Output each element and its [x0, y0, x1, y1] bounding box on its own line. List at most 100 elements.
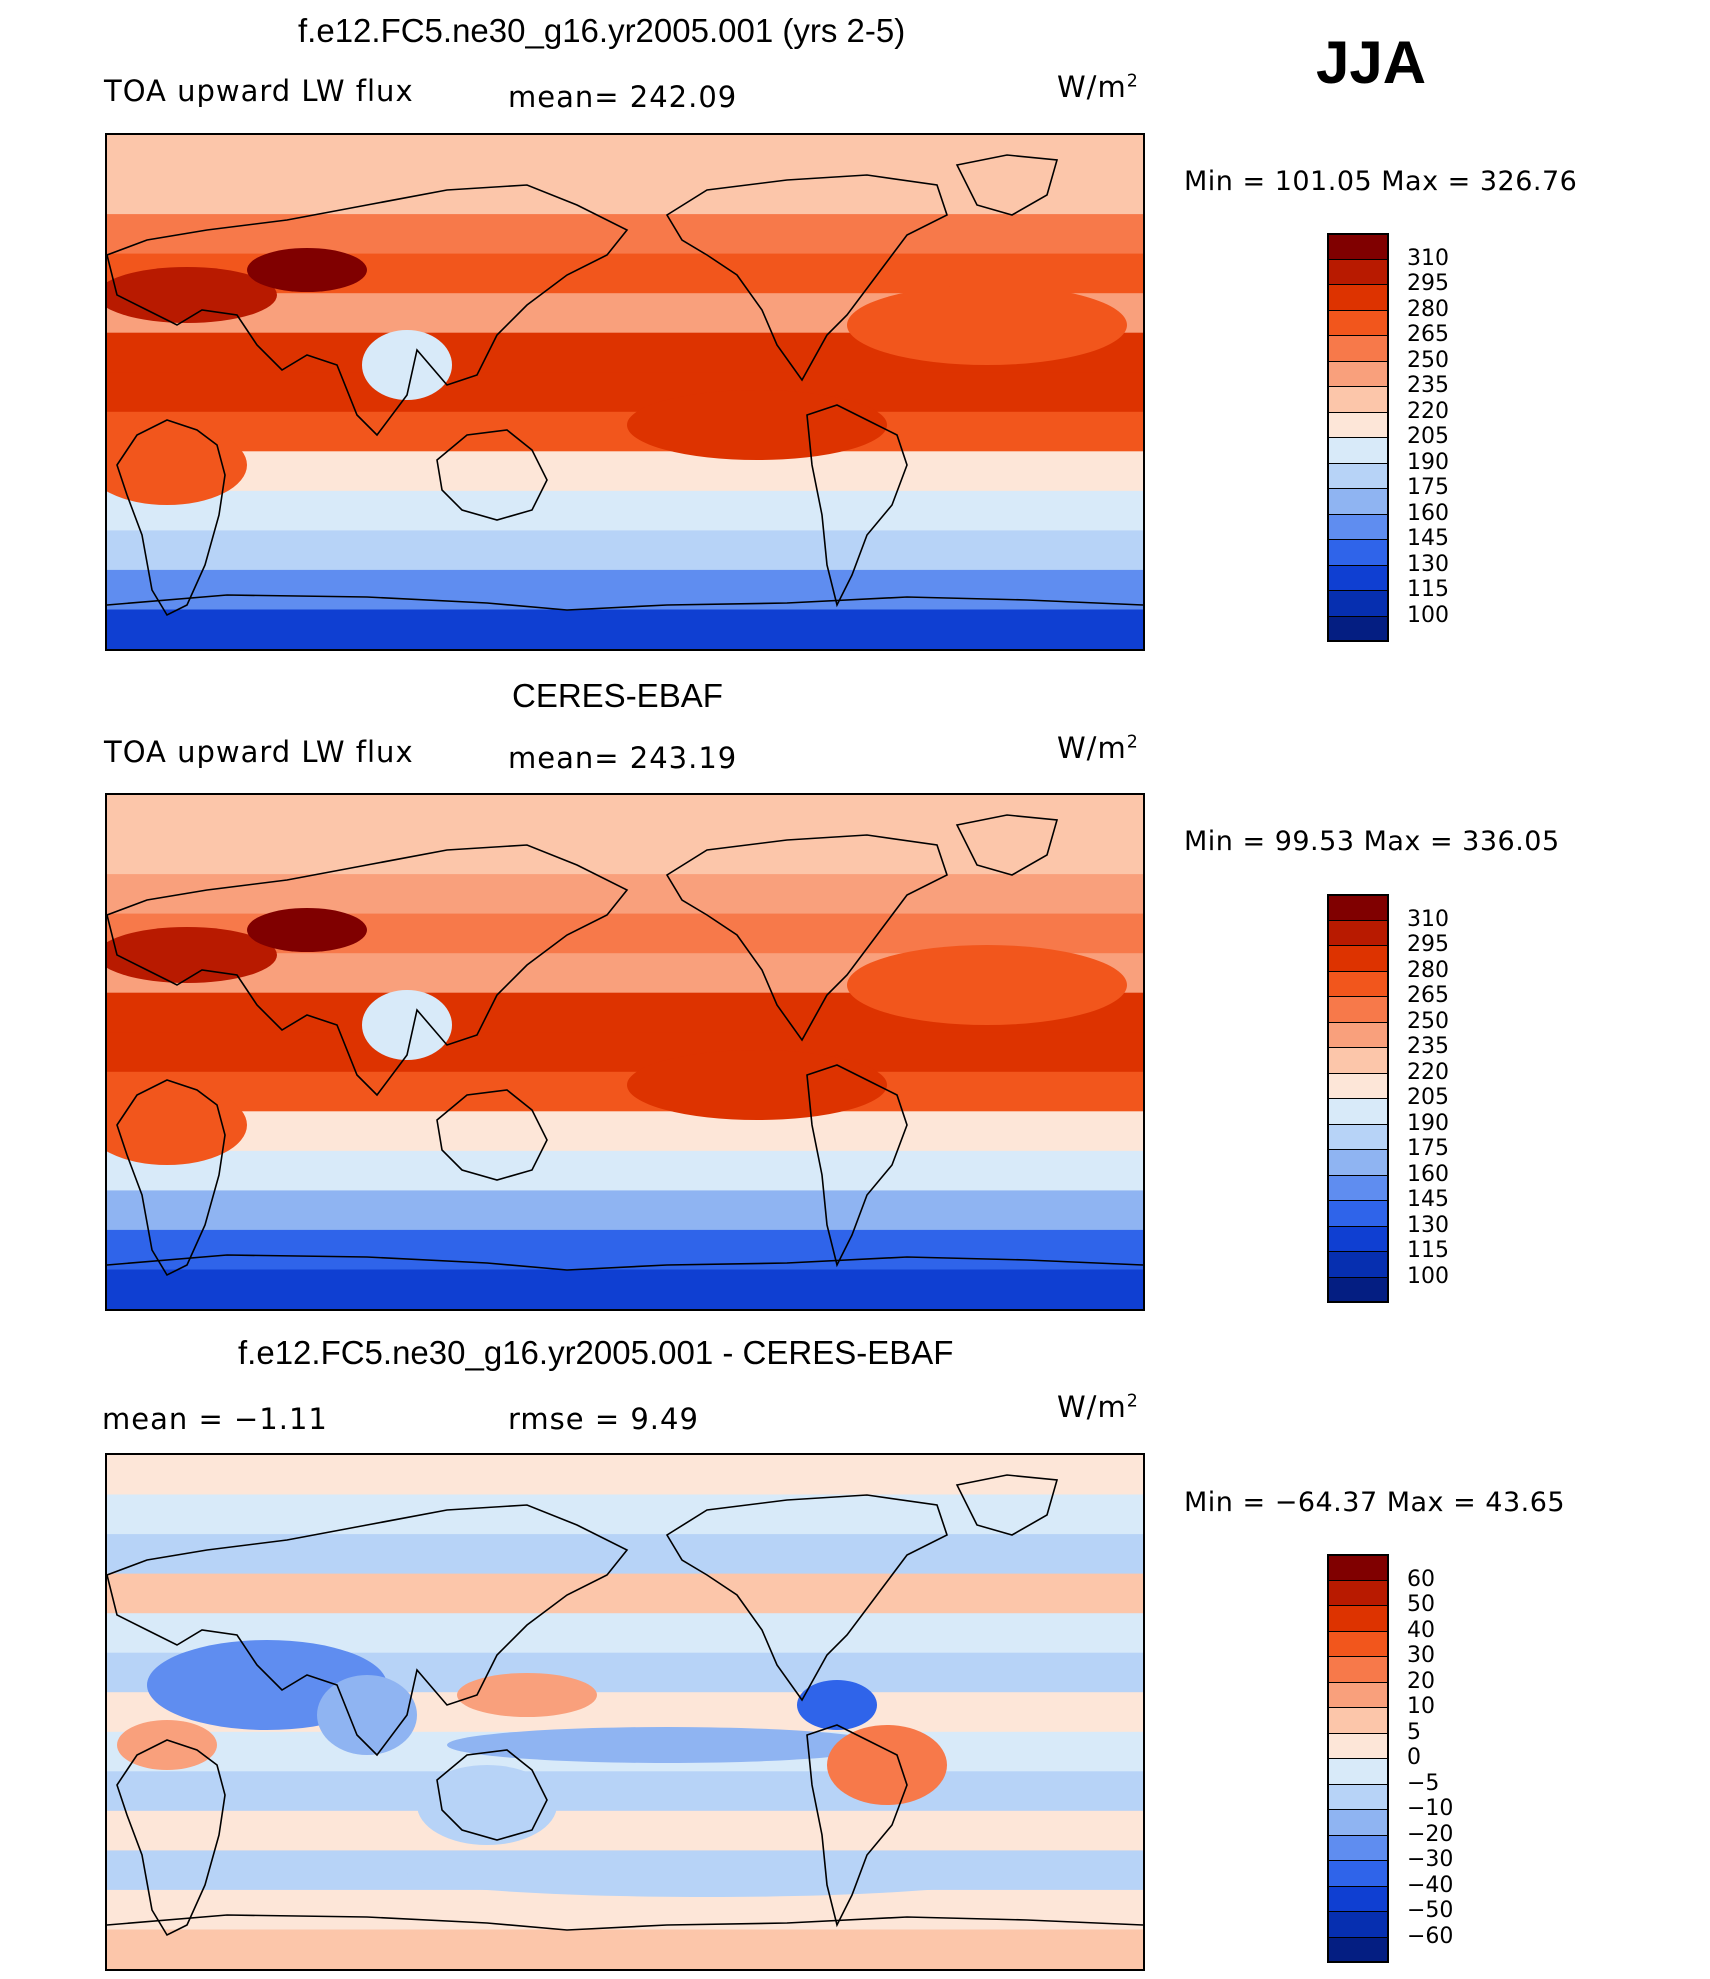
- field-anomaly: [447, 1727, 887, 1763]
- colorbar-tick-label: 0: [1407, 1745, 1421, 1770]
- coastline: [806, 1064, 908, 1268]
- coastline: [665, 1494, 948, 1702]
- colorbar-tick-label: 30: [1407, 1643, 1435, 1668]
- colorbar-tick-label: 190: [1407, 1110, 1449, 1136]
- field-band: [107, 372, 1143, 413]
- coastline: [107, 1914, 1143, 1931]
- colorbar-tick-label: 280: [1407, 296, 1449, 322]
- field-band: [107, 174, 1143, 215]
- field-anomaly: [247, 908, 367, 952]
- field-anomaly: [797, 1680, 877, 1730]
- colorbar-tick-label: 20: [1407, 1668, 1435, 1694]
- colorbar-frame: [1327, 1554, 1389, 1963]
- colorbar-tick-label: 145: [1407, 526, 1449, 551]
- colorbar-frame: [1327, 233, 1389, 642]
- coastline: [116, 1079, 226, 1277]
- colorbar-swatch: [1327, 1098, 1389, 1125]
- field-band: [107, 1810, 1143, 1852]
- field-anomaly: [107, 927, 277, 983]
- colorbar-swatch: [1327, 1936, 1389, 1963]
- field-band: [107, 1929, 1143, 1969]
- colorbar-tick-label: 175: [1407, 1136, 1449, 1161]
- colorbar-tick-label: 205: [1407, 424, 1449, 449]
- coastline: [107, 844, 629, 1097]
- colorbar-tick-label: 115: [1407, 1238, 1449, 1263]
- panel-3-min-max: Min = −64.37 Max = 43.65: [1184, 1487, 1566, 1518]
- panel-1-field: [107, 135, 1143, 649]
- colorbar-tick-label: 50: [1407, 1592, 1435, 1617]
- panel-1-mean-label: mean= 242.09: [508, 80, 738, 114]
- colorbar-tick-label: −10: [1407, 1796, 1454, 1821]
- colorbar-tick-label: 5: [1407, 1719, 1421, 1745]
- panel-3-rmse-label: rmse = 9.49: [508, 1402, 699, 1436]
- coastline: [806, 1724, 908, 1928]
- colorbar-tick-label: −50: [1407, 1898, 1454, 1923]
- coastline: [806, 404, 908, 608]
- panel-3-units: W/m2: [1057, 1390, 1139, 1424]
- colorbar-swatch: [1327, 1579, 1389, 1606]
- coastline: [665, 834, 948, 1042]
- panel-2-units: W/m2: [1057, 731, 1139, 765]
- panel-1-title: f.e12.FC5.ne30_g16.yr2005.001 (yrs 2-5): [298, 12, 906, 49]
- coastline: [436, 429, 548, 521]
- field-band: [107, 795, 1143, 836]
- field-anomaly: [847, 945, 1127, 1025]
- field-anomaly: [362, 330, 452, 400]
- colorbar-swatch: [1327, 1605, 1389, 1632]
- field-band: [107, 1190, 1143, 1231]
- colorbar-tick-label: 10: [1407, 1694, 1435, 1719]
- colorbar-swatch: [1327, 1860, 1389, 1887]
- field-band: [107, 1771, 1143, 1812]
- colorbar-tick-label: 250: [1407, 1008, 1449, 1034]
- field-band: [107, 1889, 1143, 1931]
- field-anomaly: [362, 990, 452, 1060]
- panel-3-field: [107, 1455, 1143, 1969]
- panel-2-variable-label: TOA upward LW flux: [104, 735, 414, 769]
- colorbar-frame: [1327, 894, 1389, 1303]
- colorbar-tick-label: 235: [1407, 1034, 1449, 1059]
- colorbar-swatch: [1327, 284, 1389, 311]
- field-band: [107, 1534, 1143, 1575]
- coastline: [116, 1739, 226, 1937]
- colorbar-tick-label: 205: [1407, 1085, 1449, 1110]
- field-anomaly: [107, 1085, 247, 1165]
- colorbar-swatch: [1327, 488, 1389, 515]
- field-band: [107, 1229, 1143, 1271]
- colorbar-tick-label: 175: [1407, 475, 1449, 500]
- coastline: [107, 1504, 629, 1757]
- colorbar-swatch: [1327, 386, 1389, 413]
- panel-2-mean-label: mean= 243.19: [508, 741, 738, 775]
- field-band: [107, 1494, 1143, 1535]
- field-anomaly: [827, 1725, 947, 1805]
- season-label: JJA: [1316, 29, 1427, 96]
- colorbar-swatch: [1327, 258, 1389, 285]
- colorbar-tick-label: 265: [1407, 983, 1449, 1008]
- colorbar-tick-label: 100: [1407, 602, 1449, 628]
- colorbar-tick-label: 60: [1407, 1566, 1435, 1592]
- colorbar-swatch: [1327, 462, 1389, 489]
- field-band: [107, 1150, 1143, 1192]
- colorbar-tick-label: 265: [1407, 322, 1449, 347]
- coastline: [665, 174, 948, 382]
- field-band: [107, 1573, 1143, 1615]
- colorbar-swatch: [1327, 1251, 1389, 1278]
- coastline: [107, 594, 1143, 611]
- field-band: [107, 834, 1143, 875]
- colorbar-tick-label: 40: [1407, 1617, 1435, 1643]
- colorbar-tick-label: 145: [1407, 1187, 1449, 1212]
- coastline: [116, 419, 226, 617]
- panel-1-map: [105, 133, 1145, 651]
- colorbar-tick-label: 130: [1407, 1212, 1449, 1238]
- coastline: [107, 1254, 1143, 1271]
- field-anomaly: [847, 285, 1127, 365]
- colorbar-tick-label: 130: [1407, 551, 1449, 577]
- panel-2-title: CERES-EBAF: [512, 677, 723, 714]
- colorbar-tick-label: 160: [1407, 500, 1449, 526]
- field-anomaly: [457, 1673, 597, 1717]
- field-band: [107, 214, 1143, 255]
- panel-3-title: f.e12.FC5.ne30_g16.yr2005.001 - CERES-EB…: [238, 1334, 954, 1371]
- coastline: [955, 154, 1059, 216]
- field-anomaly: [417, 1765, 557, 1845]
- coastline: [436, 1089, 548, 1181]
- coastline: [436, 1749, 548, 1841]
